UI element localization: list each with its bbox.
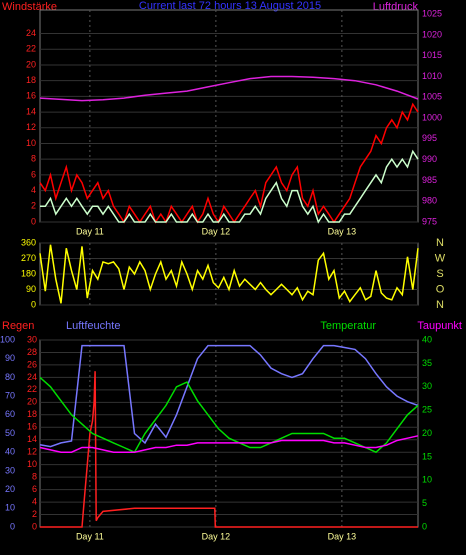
y-tick-label: 10 — [26, 138, 36, 148]
legend-label: Taupunkt — [417, 320, 462, 332]
y2-tick-label: 40 — [422, 334, 432, 344]
y2-tick-label: S — [436, 268, 443, 280]
y2-tick-label: 1015 — [422, 50, 442, 60]
y-tick-label: 20 — [27, 397, 37, 407]
y-tick-label: 6 — [32, 484, 37, 494]
y-tick-label: 22 — [26, 44, 36, 54]
y-tick-label: 6 — [31, 169, 36, 179]
y-tick-label: 8 — [31, 154, 36, 164]
y2-tick-label: 5 — [422, 498, 427, 508]
y2-tick-label: 15 — [422, 451, 432, 461]
y-tick-label: 16 — [27, 422, 37, 432]
x-tick-label: Day 12 — [202, 226, 231, 236]
y2-axis-title: Luftdruck — [373, 1, 419, 13]
y3-tick-label: 80 — [5, 372, 15, 382]
y-tick-label: 2 — [31, 201, 36, 211]
series-line — [40, 371, 418, 528]
y2-tick-label: 30 — [422, 381, 432, 391]
y2-tick-label: 995 — [422, 133, 437, 143]
legend-label: Luftfeuchte — [66, 320, 120, 332]
y-tick-label: 12 — [27, 447, 37, 457]
x-tick-label: Day 11 — [76, 226, 104, 236]
y-tick-label: 14 — [26, 106, 36, 116]
y-tick-label: 360 — [21, 237, 36, 247]
y3-tick-label: 60 — [5, 409, 15, 419]
series-line — [39, 244, 419, 304]
y3-tick-label: 40 — [5, 447, 15, 457]
y-tick-label: 4 — [31, 185, 36, 195]
y-tick-label: 26 — [27, 359, 37, 369]
y-tick-label: 0 — [31, 299, 36, 309]
y-tick-label: 180 — [21, 268, 36, 278]
y-tick-label: 2 — [32, 509, 37, 519]
legend-label: Regen — [2, 320, 34, 332]
y2-tick-label: 25 — [422, 405, 432, 415]
series-line — [39, 376, 419, 454]
y-tick-label: 0 — [32, 521, 37, 531]
y-tick-label: 20 — [26, 59, 36, 69]
y3-tick-label: 90 — [5, 353, 15, 363]
y2-tick-label: W — [435, 252, 446, 264]
y3-tick-label: 70 — [5, 390, 15, 400]
y2-tick-label: 35 — [422, 358, 432, 368]
y-tick-label: 24 — [27, 372, 37, 382]
series-line — [40, 149, 419, 224]
y-axis-title: Windstärke — [2, 1, 57, 13]
y3-tick-label: 20 — [5, 484, 15, 494]
y3-tick-label: 10 — [5, 503, 15, 513]
y-tick-label: 8 — [32, 472, 37, 482]
y-tick-label: 24 — [26, 28, 36, 38]
x-tick-label: Day 13 — [328, 226, 357, 236]
series-line — [39, 344, 419, 448]
x-tick-label: Day 12 — [202, 531, 231, 541]
y2-tick-label: 990 — [422, 154, 437, 164]
series-line — [39, 102, 419, 224]
chart-title: Current last 72 hours 13 August 2015 — [139, 0, 321, 12]
y-tick-label: 90 — [26, 284, 36, 294]
y2-tick-label: N — [436, 237, 444, 249]
y2-tick-label: 1000 — [422, 112, 442, 122]
y-tick-label: 30 — [27, 334, 37, 344]
series-line — [39, 75, 419, 102]
y-tick-label: 18 — [27, 409, 37, 419]
y2-tick-label: 975 — [422, 216, 437, 226]
y3-tick-label: 30 — [5, 465, 15, 475]
y-tick-label: 18 — [26, 75, 36, 85]
y3-tick-label: 0 — [10, 521, 15, 531]
y-tick-label: 12 — [26, 122, 36, 132]
x-tick-label: Day 11 — [76, 531, 104, 541]
x-tick-label: Day 13 — [328, 531, 357, 541]
y2-tick-label: 1010 — [422, 71, 442, 81]
legend-label: Temperatur — [320, 320, 376, 332]
y-tick-label: 22 — [27, 384, 37, 394]
y-tick-label: 28 — [27, 347, 37, 357]
series-line — [39, 435, 419, 453]
y-tick-label: 4 — [32, 496, 37, 506]
y3-tick-label: 50 — [5, 428, 15, 438]
y2-tick-label: 10 — [422, 475, 432, 485]
y2-tick-label: N — [436, 299, 444, 311]
y-tick-label: 16 — [26, 91, 36, 101]
y2-tick-label: 1025 — [422, 9, 442, 19]
y2-tick-label: 985 — [422, 175, 437, 185]
y2-tick-label: 1020 — [422, 29, 442, 39]
y3-tick-label: 100 — [0, 334, 15, 344]
y2-tick-label: 1005 — [422, 92, 442, 102]
y-tick-label: 0 — [31, 216, 36, 226]
y-tick-label: 10 — [27, 459, 37, 469]
y2-tick-label: 980 — [422, 196, 437, 206]
y2-tick-label: O — [436, 283, 445, 295]
y2-tick-label: 0 — [422, 521, 427, 531]
y-tick-label: 14 — [27, 434, 37, 444]
y2-tick-label: 20 — [422, 428, 432, 438]
y-tick-label: 270 — [21, 253, 36, 263]
